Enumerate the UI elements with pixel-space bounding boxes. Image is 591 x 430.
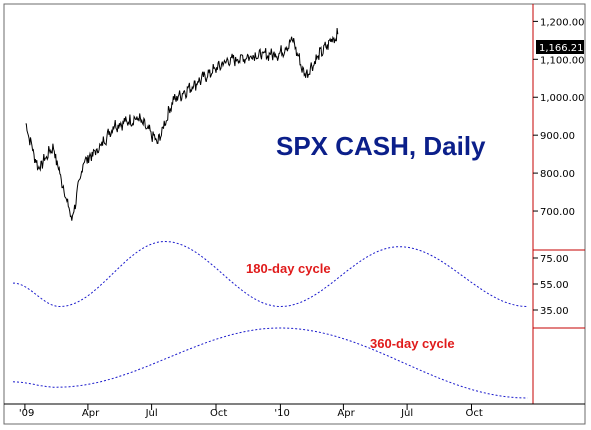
chart-frame	[3, 3, 586, 425]
price-tick-label: 700.00	[540, 207, 575, 218]
x-tick-label: '10	[274, 408, 289, 419]
cycle-tick-label: 35.00	[540, 306, 569, 317]
chart-title: SPX CASH, Daily	[276, 131, 486, 161]
x-ticks: '09 Apr Jul Oct '10 Apr Jul Oct	[19, 404, 483, 419]
price-series	[25, 27, 339, 221]
cycle-label-360: 360-day cycle	[370, 336, 455, 351]
cycle-series	[12, 240, 528, 399]
x-tick-label: Jul	[400, 408, 413, 419]
price-tick-label: 900.00	[540, 131, 575, 142]
price-y-ticks: 1,200.00 1,100.00 1,000.00 900.00 800.00 700.…	[533, 17, 585, 218]
price-tick-label: 1,100.00	[540, 55, 585, 66]
cycle-label-180: 180-day cycle	[246, 261, 331, 276]
x-tick-label: Oct	[466, 408, 483, 419]
last-value-badge	[536, 40, 584, 54]
cycle-360-line	[12, 327, 528, 399]
cycle-y-ticks: 75.00 55.00 35.00	[533, 254, 569, 317]
x-tick-label: Apr	[337, 408, 355, 419]
price-tick-label: 1,200.00	[540, 17, 585, 28]
spx-price-line	[25, 27, 339, 221]
x-tick-label: Apr	[82, 408, 100, 419]
cycle-tick-label: 75.00	[540, 254, 569, 265]
cycle-tick-label: 55.00	[540, 280, 569, 291]
cycle-180-line	[13, 240, 528, 308]
x-tick-label: Oct	[210, 408, 227, 419]
last-value-label: 1,166.21	[539, 43, 584, 54]
price-tick-label: 800.00	[540, 169, 575, 180]
x-tick-label: '09	[19, 408, 34, 419]
price-tick-label: 1,000.00	[540, 93, 585, 104]
x-tick-label: Jul	[145, 408, 158, 419]
